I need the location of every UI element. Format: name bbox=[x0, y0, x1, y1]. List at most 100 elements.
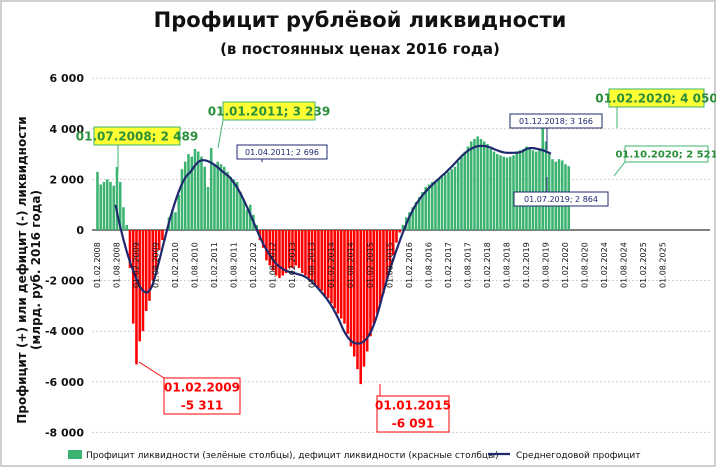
bar bbox=[180, 169, 184, 230]
bar bbox=[151, 230, 154, 281]
bar bbox=[534, 151, 538, 230]
bar bbox=[102, 181, 106, 230]
bar bbox=[391, 230, 395, 256]
bar bbox=[183, 161, 187, 230]
bar bbox=[125, 224, 128, 230]
annotation-label: 01.12.2018; 3 166 bbox=[519, 117, 593, 126]
bar bbox=[495, 154, 499, 230]
bar bbox=[203, 166, 206, 230]
bar bbox=[128, 230, 132, 268]
annotation: 01.07.2019; 2 864 bbox=[513, 177, 609, 207]
bar bbox=[177, 194, 180, 230]
annotations: 01.07.2008; 2 489 01.01.2011; 3 239 01.04.… bbox=[76, 88, 716, 433]
bar bbox=[157, 230, 161, 251]
bar bbox=[235, 181, 239, 230]
bar bbox=[219, 164, 223, 230]
bar bbox=[226, 171, 229, 230]
x-tick-label: 01.08.2024 bbox=[620, 242, 629, 288]
bar bbox=[248, 204, 252, 230]
annotation-label: 01.07.2019; 2 864 bbox=[524, 195, 598, 204]
bar bbox=[144, 230, 148, 311]
bar bbox=[320, 230, 323, 291]
bar bbox=[356, 230, 359, 370]
legend-label-line: Среднегодовой профицит bbox=[516, 451, 641, 461]
annotation: 01.02.2009 -5 311 bbox=[138, 361, 241, 415]
x-tick-label: 01.08.2017 bbox=[464, 242, 473, 288]
bar bbox=[450, 169, 453, 230]
bar bbox=[414, 202, 418, 230]
bar bbox=[372, 230, 375, 324]
bar bbox=[333, 230, 336, 309]
y-tick-label: -4 000 bbox=[45, 325, 84, 338]
bar bbox=[508, 156, 512, 230]
y-tick-label: 4 000 bbox=[50, 123, 85, 136]
bar bbox=[239, 192, 242, 230]
annotation-label: 01.02.2020; 4 050 bbox=[595, 91, 716, 105]
annotation-box bbox=[509, 113, 603, 129]
bar bbox=[274, 230, 278, 276]
bar bbox=[352, 230, 356, 357]
annotation: 01.12.2018; 3 166 bbox=[509, 113, 603, 150]
annotation-leader bbox=[217, 119, 224, 149]
x-tick-label: 01.02.2009 bbox=[132, 242, 141, 288]
bar bbox=[313, 230, 317, 286]
y-axis-label-line: (млрд. руб. 2016 года) bbox=[29, 190, 43, 350]
bar bbox=[242, 199, 245, 230]
bar bbox=[369, 230, 372, 337]
annotation-label: 01.01.2015 bbox=[375, 398, 451, 412]
bar bbox=[300, 230, 304, 274]
bar bbox=[346, 230, 349, 334]
x-tick-label: 01.02.2017 bbox=[444, 242, 453, 288]
bar bbox=[268, 230, 271, 266]
bar bbox=[291, 230, 294, 268]
bar bbox=[118, 181, 122, 230]
bar bbox=[430, 181, 434, 230]
bar bbox=[408, 212, 411, 230]
x-tick-label: 01.02.2008 bbox=[93, 242, 102, 288]
bar bbox=[96, 171, 99, 230]
y-tick-label: -2 000 bbox=[45, 275, 84, 288]
bar bbox=[499, 155, 502, 230]
bar bbox=[424, 186, 427, 230]
x-tick-label: 01.08.2010 bbox=[191, 242, 200, 288]
bar bbox=[427, 184, 431, 230]
bar bbox=[216, 161, 219, 230]
annotation: 01.07.2008; 2 489 bbox=[76, 126, 198, 172]
bar bbox=[154, 230, 158, 271]
bar bbox=[434, 180, 437, 230]
bar bbox=[281, 230, 284, 276]
bar bbox=[398, 230, 401, 233]
bar bbox=[141, 230, 145, 332]
bar bbox=[99, 184, 102, 230]
bar bbox=[261, 230, 265, 248]
annotation-box bbox=[608, 88, 705, 108]
bar bbox=[115, 167, 119, 230]
x-tick-label: 01.02.2010 bbox=[171, 242, 180, 288]
y-axis-label-line: Профицит (+) или дефицит (-) ликвидности bbox=[15, 116, 29, 423]
annotation-leader bbox=[138, 361, 165, 379]
bar bbox=[492, 151, 496, 230]
bar bbox=[213, 164, 216, 230]
annotation-box bbox=[163, 377, 241, 415]
bar bbox=[417, 197, 421, 230]
bar bbox=[447, 171, 450, 230]
bar bbox=[200, 156, 203, 230]
bar bbox=[122, 207, 125, 230]
annotation-box bbox=[624, 145, 709, 163]
bar bbox=[460, 156, 463, 230]
bar bbox=[284, 230, 288, 274]
bar bbox=[278, 230, 281, 279]
bar bbox=[229, 176, 232, 230]
annotation-leader bbox=[613, 161, 626, 177]
y-tick-label: 2 000 bbox=[50, 173, 85, 186]
bar bbox=[174, 212, 177, 230]
bar bbox=[232, 179, 236, 230]
bar bbox=[395, 230, 398, 243]
bar bbox=[382, 230, 385, 294]
liquidity-bars bbox=[96, 127, 570, 385]
x-tick-label: 01.08.2013 bbox=[308, 242, 317, 288]
bar bbox=[518, 150, 522, 230]
bar bbox=[265, 230, 268, 261]
legend: Профицит ликвидности (зелёные столбцы), … bbox=[68, 450, 641, 461]
bar bbox=[112, 185, 115, 230]
